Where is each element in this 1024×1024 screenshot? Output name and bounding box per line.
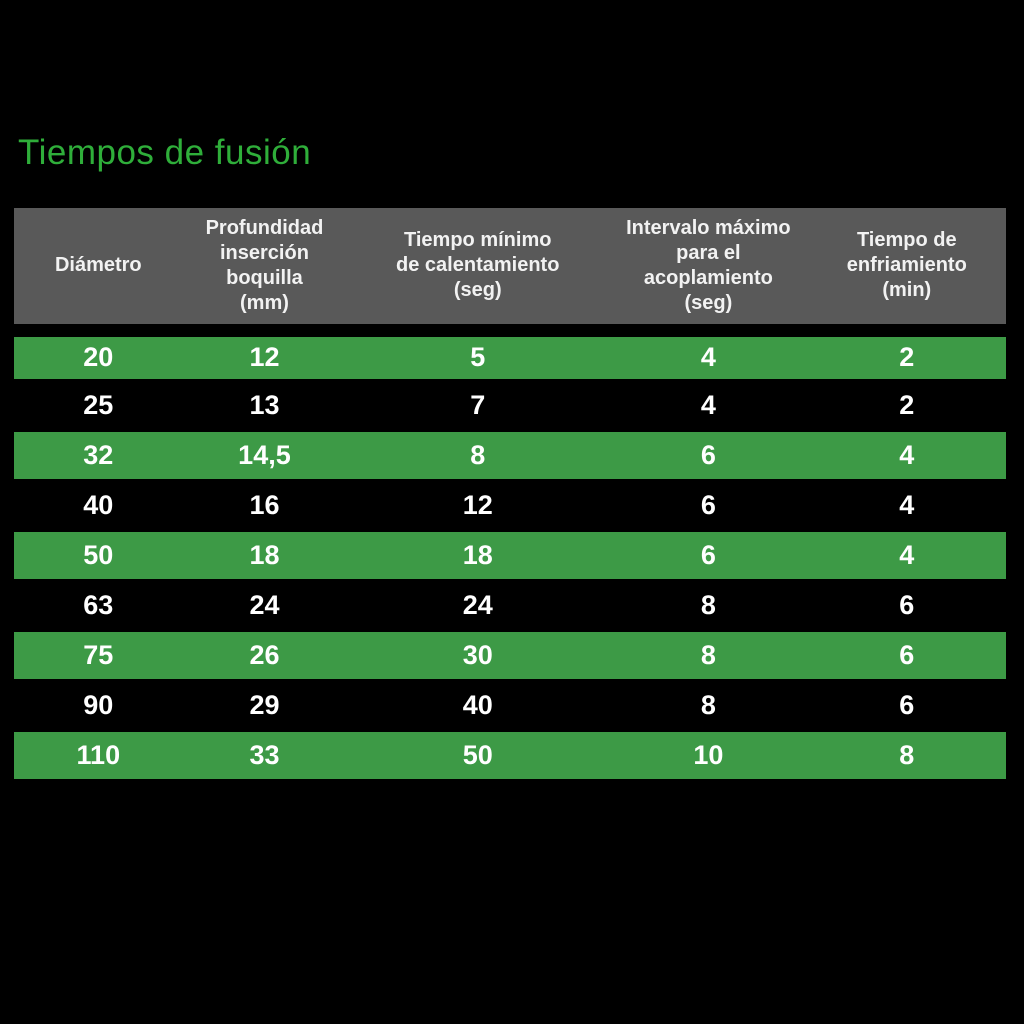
table-row: 90 29 40 8 6 (14, 680, 1006, 730)
table-cell: 13 (249, 389, 280, 420)
table-row: 20 12 5 4 2 (14, 330, 1006, 380)
table-cell: 63 (83, 589, 114, 620)
table-row: 75 26 30 8 6 (14, 630, 1006, 680)
table-cell: 10 (693, 739, 724, 770)
table-cell: 32 (83, 439, 114, 470)
column-header-tiempo-calentamiento: Tiempo mínimo de calentamiento (seg) (396, 229, 560, 302)
table-cell: 8 (700, 639, 716, 670)
table-cell: 6 (899, 689, 915, 720)
table-cell: 18 (462, 539, 493, 570)
table-cell: 4 (700, 389, 716, 420)
table-cell: 6 (700, 489, 716, 520)
table-cell: 4 (899, 439, 915, 470)
page-title: Tiempos de fusión (18, 133, 312, 172)
table-cell: 24 (249, 589, 280, 620)
table-row: 40 16 12 6 4 (14, 480, 1006, 530)
column-header-intervalo-acoplamiento: Intervalo máximo para el acoplamiento (s… (626, 216, 791, 314)
table-cell: 90 (83, 689, 114, 720)
column-header-profundidad-insercion: Profundidad inserción boquilla (mm) (205, 216, 324, 314)
table-cell: 40 (462, 689, 493, 720)
table-cell: 25 (83, 389, 114, 420)
table-cell: 29 (249, 689, 280, 720)
table-cell: 8 (700, 589, 716, 620)
table-cell: 8 (899, 739, 915, 770)
column-header-tiempo-enfriamiento: Tiempo de enfriamiento (min) (846, 229, 967, 302)
table-cell: 5 (470, 342, 486, 372)
table-cell: 7 (470, 389, 486, 420)
fusion-times-table: Diámetro Profundidad inserción boquilla … (14, 208, 1006, 782)
column-header-diametro: Diámetro (54, 254, 142, 277)
table-cell: 4 (700, 342, 716, 372)
table-header-row: Diámetro Profundidad inserción boquilla … (14, 208, 1006, 330)
table-cell: 8 (700, 689, 716, 720)
table-row: 50 18 18 6 4 (14, 530, 1006, 580)
table-cell: 2 (899, 342, 915, 372)
table-cell: 16 (249, 489, 280, 520)
table-cell: 24 (462, 589, 493, 620)
table-cell: 6 (899, 589, 915, 620)
table-cell: 18 (249, 539, 280, 570)
table-cell: 4 (899, 539, 915, 570)
table-row: 25 13 7 4 2 (14, 380, 1006, 430)
table-cell: 14,5 (238, 439, 291, 470)
table-row: 32 14,5 8 6 4 (14, 430, 1006, 480)
table-cell: 4 (899, 489, 915, 520)
table-cell: 26 (249, 639, 280, 670)
table-cell: 33 (249, 739, 280, 770)
table-cell: 12 (249, 342, 280, 372)
table-cell: 40 (83, 489, 114, 520)
table-cell: 30 (462, 639, 493, 670)
table-cell: 6 (700, 439, 716, 470)
table-cell: 50 (83, 539, 114, 570)
table-cell: 20 (83, 342, 114, 372)
table-row: 110 33 50 10 8 (14, 730, 1006, 780)
table-cell: 2 (899, 389, 915, 420)
table-cell: 6 (899, 639, 915, 670)
table-cell: 110 (76, 739, 121, 770)
table-cell: 8 (470, 439, 486, 470)
table-cell: 6 (700, 539, 716, 570)
table-cell: 12 (462, 489, 493, 520)
table-row: 63 24 24 8 6 (14, 580, 1006, 630)
table-cell: 50 (462, 739, 493, 770)
table-cell: 75 (83, 639, 114, 670)
